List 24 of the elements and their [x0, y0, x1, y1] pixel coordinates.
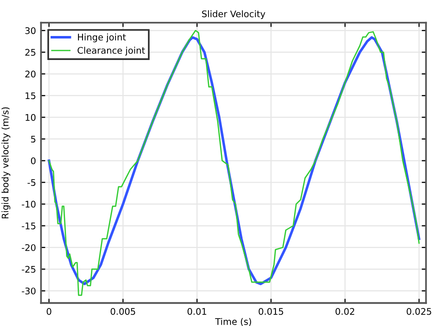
x-tick-label: 0.015 — [258, 308, 284, 315]
y-tick-label: 15 — [26, 92, 36, 100]
y-tick-label: -25 — [22, 266, 36, 273]
x-axis-title: Time (s) — [215, 318, 252, 326]
y-tick-label: 0 — [30, 157, 36, 164]
x-tick-label: 0.01 — [188, 308, 206, 315]
y-axis-title: Rigid body velocity (m/s) — [2, 107, 10, 218]
x-tick-label: 0.025 — [406, 308, 432, 315]
y-tick-label: 10 — [26, 114, 36, 121]
y-tick-label: 25 — [25, 48, 36, 56]
y-tick-label: -20 — [22, 244, 36, 252]
y-tick-label: -30 — [22, 288, 36, 294]
y-tick-label: -10 — [22, 200, 36, 208]
x-tick-label: 0 — [46, 308, 52, 315]
y-tick-label: -15 — [22, 222, 36, 230]
legend-label: Hinge joint — [78, 34, 126, 42]
y-tick-label: -5 — [28, 179, 36, 186]
legend-label: Clearance joint — [78, 46, 145, 56]
x-tick-label: 0.005 — [110, 308, 136, 315]
y-tick-label: 30 — [25, 27, 36, 34]
y-tick-label: 5 — [31, 136, 36, 143]
x-tick-label: 0.02 — [336, 308, 354, 315]
y-tick-label: 20 — [25, 70, 36, 78]
chart-title: Slider Velocity — [202, 10, 266, 20]
